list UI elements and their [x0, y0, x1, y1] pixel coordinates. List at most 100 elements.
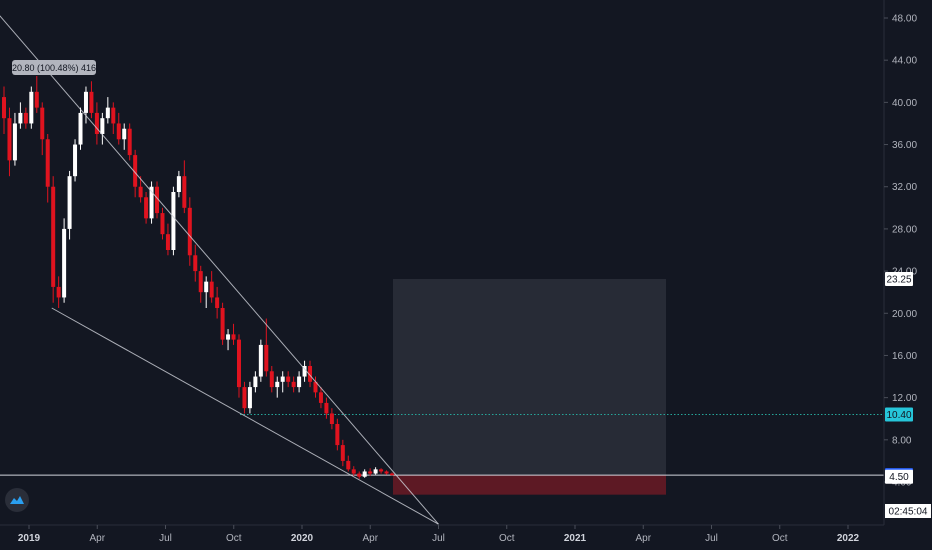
candle[interactable] — [373, 467, 378, 475]
candle[interactable] — [83, 86, 88, 124]
measure-label-bg — [12, 60, 96, 75]
candle[interactable] — [291, 376, 296, 393]
candle-body — [127, 128, 132, 156]
trendline-1[interactable] — [51, 307, 439, 525]
candle[interactable] — [308, 360, 313, 388]
candle[interactable] — [297, 371, 302, 393]
x-tick-label: Oct — [226, 533, 242, 544]
candle[interactable] — [318, 387, 323, 409]
candle[interactable] — [155, 181, 160, 219]
candle[interactable] — [258, 339, 263, 382]
candle[interactable] — [313, 376, 318, 398]
candle[interactable] — [160, 207, 165, 240]
candle-body — [269, 371, 274, 388]
candle[interactable] — [226, 329, 231, 351]
candle[interactable] — [357, 471, 362, 479]
candle[interactable] — [56, 276, 61, 308]
candle[interactable] — [236, 334, 241, 398]
candle[interactable] — [242, 381, 247, 414]
candle[interactable] — [231, 323, 236, 345]
candle[interactable] — [220, 302, 225, 345]
price-label[interactable]: 10.40 — [885, 407, 913, 422]
candle[interactable] — [269, 366, 274, 393]
candle-body — [7, 118, 12, 161]
candle[interactable] — [264, 318, 269, 377]
x-tick-label: 2019 — [18, 533, 41, 544]
candle[interactable] — [105, 97, 110, 124]
candle[interactable] — [89, 81, 94, 119]
candle[interactable] — [67, 170, 72, 240]
price-label-bg — [885, 407, 913, 422]
candle[interactable] — [51, 176, 56, 303]
measure-label[interactable]: 20.80 (100.48%) 416 — [12, 60, 96, 75]
candle[interactable] — [390, 472, 394, 476]
candle[interactable] — [362, 469, 367, 478]
candle[interactable] — [12, 112, 17, 166]
candle[interactable] — [165, 223, 170, 256]
candle-body — [318, 392, 323, 403]
candle-body — [34, 91, 39, 108]
candle-body — [340, 445, 345, 461]
candle[interactable] — [94, 102, 99, 145]
candle[interactable] — [133, 149, 138, 198]
candle[interactable] — [7, 107, 12, 177]
candle[interactable] — [204, 276, 209, 308]
tradingview-logo-icon[interactable] — [5, 488, 29, 512]
y-tick-label: 20.00 — [892, 309, 917, 320]
candle[interactable] — [209, 271, 214, 303]
candle[interactable] — [78, 107, 83, 150]
candle[interactable] — [275, 376, 280, 398]
candle[interactable] — [253, 371, 258, 393]
candle[interactable] — [329, 408, 334, 430]
stop-zone[interactable] — [393, 475, 666, 495]
candle[interactable] — [198, 265, 203, 303]
candle[interactable] — [368, 468, 373, 476]
price-axis-panel[interactable] — [884, 0, 932, 525]
candle[interactable] — [351, 466, 356, 476]
candle[interactable] — [127, 123, 132, 161]
price-label[interactable]: 23.25 — [885, 272, 913, 286]
candle[interactable] — [182, 160, 187, 214]
price-label[interactable]: 4.50 — [885, 469, 913, 484]
candle[interactable] — [122, 123, 127, 150]
candle-body — [390, 473, 394, 476]
candle-body — [308, 366, 313, 382]
candle-body — [226, 334, 231, 340]
candle[interactable] — [324, 397, 329, 419]
candle[interactable] — [176, 170, 181, 198]
candle[interactable] — [384, 470, 389, 475]
candle[interactable] — [187, 197, 192, 266]
target-zone[interactable] — [393, 279, 666, 476]
candle-body — [40, 107, 45, 140]
candle-body — [198, 271, 203, 293]
candle[interactable] — [149, 181, 154, 224]
candle[interactable] — [379, 468, 384, 474]
trendline-0[interactable] — [0, 0, 439, 525]
candle[interactable] — [34, 76, 39, 113]
candle[interactable] — [215, 286, 220, 319]
candle[interactable] — [280, 371, 285, 393]
candle[interactable] — [138, 176, 143, 203]
candle[interactable] — [346, 455, 351, 472]
candle[interactable] — [340, 439, 345, 467]
candle[interactable] — [45, 134, 50, 203]
candle[interactable] — [62, 218, 67, 303]
candle[interactable] — [247, 381, 252, 414]
candle[interactable] — [302, 360, 307, 382]
candle[interactable] — [144, 192, 149, 224]
candle[interactable] — [40, 102, 45, 156]
time-axis-panel[interactable] — [0, 525, 932, 550]
candle[interactable] — [18, 102, 23, 129]
candle[interactable] — [2, 86, 6, 134]
candle[interactable] — [116, 112, 121, 145]
candle[interactable] — [193, 244, 198, 282]
candle[interactable] — [73, 139, 78, 182]
candle[interactable] — [286, 371, 291, 388]
candle[interactable] — [111, 102, 116, 134]
candle[interactable] — [23, 107, 28, 129]
candle[interactable] — [100, 112, 105, 145]
candle[interactable] — [171, 186, 176, 256]
candle[interactable] — [335, 418, 340, 451]
candle[interactable] — [29, 86, 34, 129]
